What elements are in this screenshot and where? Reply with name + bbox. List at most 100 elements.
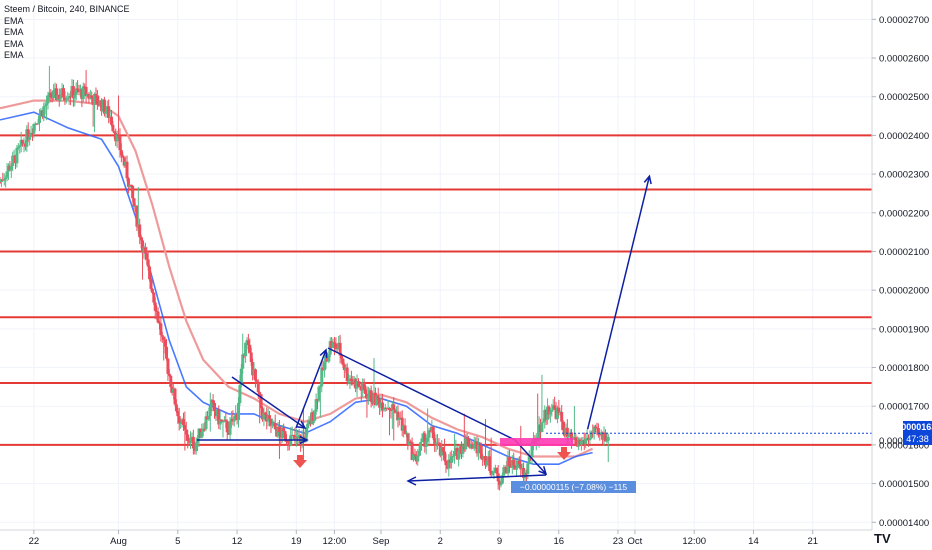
legend-ema-2[interactable]: EMA: [4, 27, 24, 37]
candle-body: [83, 86, 87, 88]
candle-body: [550, 410, 554, 412]
candle-body: [118, 136, 122, 151]
candle-body: [5, 171, 9, 178]
candle-body: [362, 382, 366, 390]
candle-body: [125, 161, 129, 179]
candle-body: [424, 441, 428, 447]
candle-body: [143, 247, 147, 254]
y-tick-label: 0.00001600: [879, 440, 929, 451]
candle-body: [574, 437, 578, 445]
candle-body: [74, 88, 78, 96]
support-arrow-head: [299, 435, 309, 445]
candle-body: [21, 139, 25, 144]
candle-body: [81, 86, 85, 100]
candle-body: [349, 378, 353, 382]
candle-body: [320, 367, 324, 387]
candle-body: [417, 450, 421, 456]
candle-body: [397, 417, 401, 420]
candle-body: [323, 362, 327, 371]
candle-body: [479, 446, 483, 459]
candle-body: [63, 97, 67, 101]
candle-body: [515, 467, 519, 470]
candle-body: [400, 417, 404, 431]
candle-body: [491, 472, 495, 476]
candle-body: [49, 92, 53, 98]
candle-body: [139, 237, 143, 241]
candle-body: [29, 133, 33, 137]
candle-body: [50, 97, 54, 99]
candle-body: [513, 465, 517, 470]
candle-body: [104, 111, 108, 114]
candle-body: [447, 459, 451, 469]
candle-body: [268, 415, 272, 419]
candle-body: [253, 369, 257, 381]
candle-body: [507, 456, 511, 467]
projection-arrow: [586, 176, 651, 430]
candle-body: [153, 302, 157, 311]
tradingview-logo[interactable]: TV: [874, 531, 891, 546]
candle-body: [441, 447, 445, 452]
price-axis[interactable]: 0.00002700 0.00002600 0.00002500 0.00002400…: [872, 15, 929, 529]
candle-body: [280, 427, 284, 438]
y-tick-label: 0.00001400: [879, 518, 929, 529]
up-trend-arrow: [295, 349, 327, 429]
candle-body: [183, 424, 187, 430]
candle-body: [11, 155, 15, 167]
candle-body: [579, 440, 583, 445]
candle-body: [71, 86, 75, 99]
y-tick-label: 0.00002600: [879, 54, 929, 65]
candle-body: [548, 411, 552, 415]
time-axis[interactable]: 22 Aug 5 12 19 12:00 Sep 2 9 16 23 Oct 12:00 14 21: [29, 530, 818, 547]
candle-body: [392, 404, 396, 411]
candle-body: [606, 436, 610, 441]
candle-body: [169, 375, 173, 388]
candle-body: [450, 456, 454, 463]
candle-body: [148, 266, 152, 280]
candle-body: [598, 434, 602, 436]
candle-body: [314, 399, 318, 412]
legend-ema-1[interactable]: EMA: [4, 15, 24, 26]
candle-body: [18, 145, 22, 148]
ema-slow-line: [0, 99, 594, 458]
candle-body: [203, 428, 207, 430]
candle-body: [406, 433, 410, 445]
candle-body: [109, 116, 113, 125]
y-tick-label: 0.00001500: [879, 479, 929, 490]
legend-ema-4[interactable]: EMA: [4, 50, 24, 60]
candle-body: [519, 464, 523, 470]
candle-body: [341, 358, 345, 365]
candle-body: [256, 381, 260, 393]
candle-body: [313, 411, 317, 421]
y-tick-label: 0.00002000: [879, 286, 929, 297]
candle-body: [282, 427, 286, 432]
candle-body: [251, 362, 255, 376]
candle-body: [241, 354, 245, 369]
candle-body: [146, 259, 150, 267]
candle-body: [472, 444, 476, 449]
candle-body: [541, 421, 545, 423]
y-tick-label: 0.00002400: [879, 131, 929, 142]
candle-body: [93, 93, 97, 105]
candle-body: [207, 416, 211, 420]
candle-body: [122, 157, 126, 166]
candle-body: [342, 364, 346, 371]
drawings: [197, 174, 872, 486]
y-tick-label: 0.00002700: [879, 15, 929, 26]
candle-body: [263, 412, 267, 415]
candle-body: [248, 345, 252, 353]
x-tick-label: 21: [807, 536, 818, 547]
candle-body: [112, 131, 116, 133]
candle-body: [111, 124, 115, 132]
candle-body: [64, 99, 68, 101]
legend-ema-3[interactable]: EMA: [4, 38, 24, 49]
candle-body: [181, 419, 185, 425]
x-tick-label: 16: [553, 536, 564, 547]
candle-body: [26, 129, 30, 140]
candle-body: [467, 438, 471, 447]
candle-body: [596, 428, 600, 435]
candle-body: [213, 403, 217, 412]
x-tick-label: 22: [29, 536, 40, 547]
candle-body: [347, 380, 351, 382]
